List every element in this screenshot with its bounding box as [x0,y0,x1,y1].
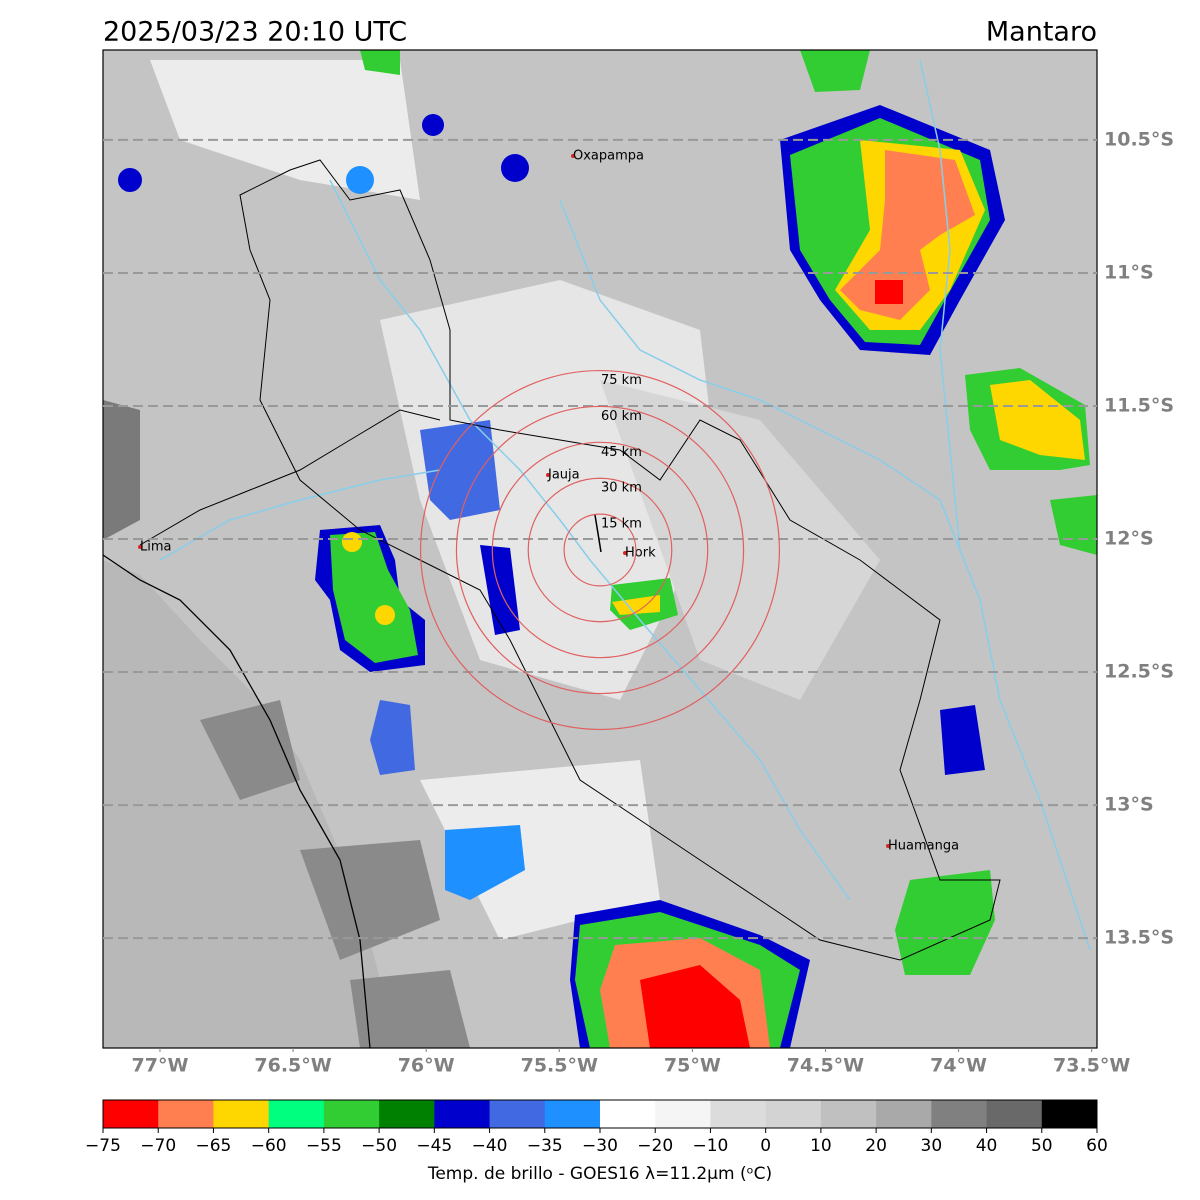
colorbar-tick-label: −75 [85,1136,121,1156]
range-ring-label: 45 km [601,445,642,460]
colorbar-tick-label: 10 [810,1136,832,1156]
colorbar-tick-label: −55 [306,1136,342,1156]
colorbar-tick-label: −60 [251,1136,287,1156]
place-marker [571,154,575,158]
map-frame [102,49,1098,1049]
colorbar-tick-label: −10 [692,1136,728,1156]
lat-tick-label: 12.5°S [1104,661,1174,683]
colorbar-tick-label: −40 [472,1136,508,1156]
colorbar-segment [931,1100,988,1128]
colorbar-tick-label: −70 [140,1136,176,1156]
axis-marker [594,514,602,553]
lon-tick-label: 75°W [664,1055,721,1077]
range-ring [563,513,637,587]
colorbar-segment [158,1100,214,1128]
range-ring [491,441,709,659]
lon-tick-label: 74.5°W [787,1055,864,1077]
lon-tick-label: 77°W [132,1055,189,1077]
lat-tick-label: 12°S [1104,528,1154,550]
colorbar-segment [1041,1100,1098,1128]
colorbar-segment [379,1100,435,1128]
range-ring-label: 75 km [601,373,642,388]
lon-tick-label: 74°W [930,1055,987,1077]
colorbar-segment [765,1100,822,1128]
colorbar-tick-label: −30 [582,1136,618,1156]
colorbar-segment [876,1100,932,1128]
place-marker [138,545,142,549]
map-imagery [103,50,1097,1048]
colorbar-segment [213,1100,270,1128]
place-label: Huamanga [888,839,959,854]
place-marker [546,473,550,477]
colorbar-tick-label: −50 [361,1136,397,1156]
lat-tick-label: 11°S [1104,261,1154,283]
colorbar-tick-label: 50 [1031,1136,1053,1156]
lon-tick-label: 73.5°W [1053,1055,1130,1077]
colorbar-tick-label: 20 [865,1136,887,1156]
colorbar-tick-label: 0 [760,1136,771,1156]
colorbar-segment [489,1100,546,1128]
colorbar-segment [544,1100,601,1128]
colorbar-tick-label: 60 [1086,1136,1108,1156]
colorbar-tick-label: −45 [416,1136,452,1156]
place-marker [886,844,890,848]
place-label: Jauja [547,468,580,483]
colorbar-segment [710,1100,767,1128]
colorbar-tick-label: −35 [527,1136,563,1156]
colorbar-segment [103,1100,159,1128]
colorbar-segment [268,1100,325,1128]
colorbar-tick-label: 30 [921,1136,943,1156]
colorbar-segment [323,1100,380,1128]
lat-tick-label: 10.5°S [1104,128,1174,150]
place-label: Hork [625,546,656,561]
lon-tick-label: 76°W [398,1055,455,1077]
range-ring [419,369,781,731]
title: 2025/03/23 20:10 UTC [103,17,407,48]
colorbar-tick-label: −20 [637,1136,673,1156]
colorbar-segment [986,1100,1043,1128]
lon-tick-label: 76.5°W [254,1055,331,1077]
colorbar-segment [820,1100,877,1128]
range-ring-label: 15 km [601,517,642,532]
place-marker [623,551,627,555]
colorbar-segment [655,1100,711,1128]
place-label: Oxapampa [573,149,644,164]
colorbar-tick-label: 40 [976,1136,998,1156]
lat-tick-label: 13°S [1104,794,1154,816]
lat-tick-label: 11.5°S [1104,394,1174,416]
colorbar-segment [434,1100,491,1128]
colorbar-label: Temp. de brillo - GOES16 λ=11.2μm (ᵒC) [427,1164,772,1184]
range-ring-label: 60 km [601,409,642,424]
range-ring-label: 30 km [601,481,642,496]
lat-tick-label: 13.5°S [1104,927,1174,949]
colorbar-segment [600,1100,656,1128]
range-ring [527,477,673,623]
place-label: Lima [140,540,171,555]
region-name: Mantaro [986,17,1097,48]
range-ring [455,405,745,695]
colorbar-tick-label: −65 [195,1136,231,1156]
lon-tick-label: 75.5°W [521,1055,598,1077]
